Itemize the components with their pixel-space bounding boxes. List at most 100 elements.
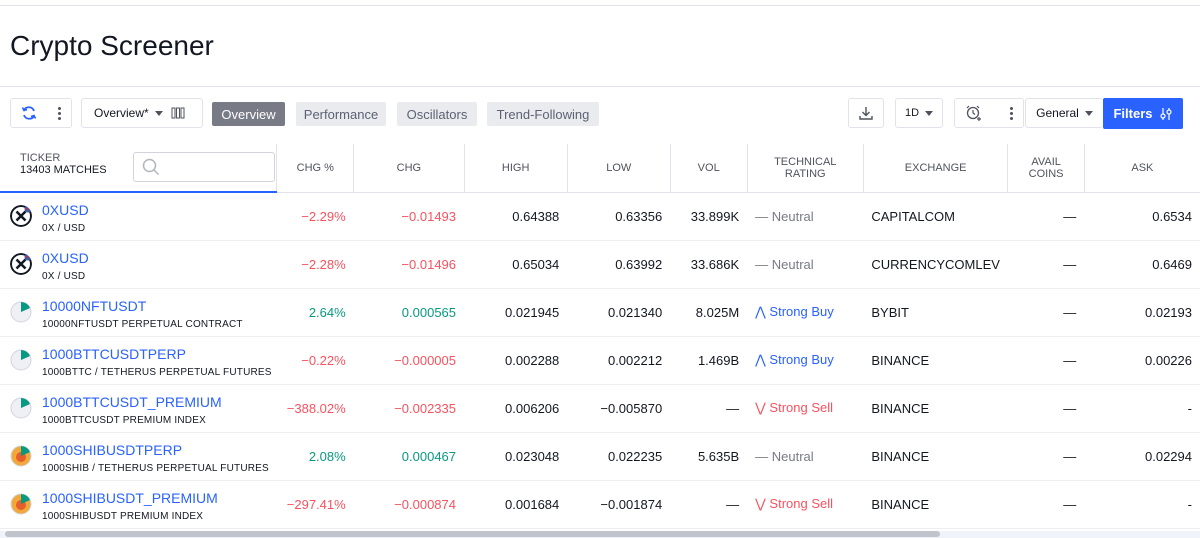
tab-trend-following[interactable]: Trend-Following: [487, 102, 599, 126]
ask-cell: -: [1084, 384, 1200, 433]
vol-column-header[interactable]: VOL: [669, 144, 748, 193]
chg-cell: 0.000565: [353, 288, 465, 337]
interval-label: 1D: [904, 107, 920, 119]
more-menu-icon[interactable]: [1010, 106, 1013, 120]
chevron-down-icon: [154, 110, 163, 116]
perpetual-coin-logo-icon: [10, 397, 32, 418]
chg-pct-cell: 2.64%: [276, 288, 354, 337]
download-button[interactable]: [848, 98, 884, 128]
chg-column-header[interactable]: CHG: [353, 144, 465, 193]
chg-cell: −0.01493: [353, 192, 465, 241]
ticker-cell: 0XUSD 0X / USD: [0, 192, 277, 241]
chevron-down-icon: [925, 110, 934, 116]
more-menu-icon[interactable]: [58, 106, 61, 120]
low-cell: 0.63356: [567, 192, 671, 241]
ask-cell: 0.00226: [1084, 336, 1200, 385]
rating-cell: ⋀ Strong Buy: [747, 288, 864, 337]
low-cell: −0.005870: [567, 384, 671, 433]
download-icon: [859, 107, 873, 120]
low-column-header[interactable]: LOW: [566, 144, 671, 193]
rating-cell: ⋀ Strong Buy: [747, 336, 864, 385]
shiba-coin-logo-icon: [10, 493, 32, 514]
ticker-symbol[interactable]: 1000BTTCUSDTPERP: [42, 345, 186, 362]
low-cell: −0.001874: [567, 480, 671, 529]
ticker-symbol[interactable]: 1000SHIBUSDT_PREMIUM: [42, 489, 218, 506]
column-set-label: Overview*: [94, 106, 149, 120]
screener-table: TICKER 13403 MATCHES CHG % CHG HIGH LOW …: [0, 144, 1200, 529]
table-row[interactable]: 1000SHIBUSDTPERP 1000SHIB / TETHERUS PER…: [0, 432, 1200, 481]
exchange-cell: BINANCE: [863, 432, 1008, 481]
header-divider: [0, 86, 1200, 87]
scrollbar-thumb[interactable]: [5, 531, 940, 537]
perpetual-coin-logo-icon: [10, 301, 32, 322]
vol-cell: —: [670, 384, 748, 433]
ask-cell: 0.02294: [1084, 432, 1200, 481]
table-row[interactable]: 1000SHIBUSDT_PREMIUM 1000SHIBUSDT PREMIU…: [0, 480, 1200, 529]
tab-overview[interactable]: Overview: [212, 102, 285, 126]
table-row[interactable]: 1000BTTCUSDT_PREMIUM 1000BTTCUSDT PREMIU…: [0, 384, 1200, 433]
ask-column-header[interactable]: ASK: [1083, 144, 1200, 193]
search-input[interactable]: [133, 152, 275, 182]
filters-button[interactable]: Filters: [1103, 98, 1183, 129]
table-row[interactable]: 0XUSD 0X / USD −2.29% −0.01493 0.64388 0…: [0, 192, 1200, 241]
coins-cell: —: [1007, 192, 1085, 241]
chg-pct-cell: −297.41%: [276, 480, 354, 529]
chg-pct-cell: −388.02%: [276, 384, 354, 433]
vol-cell: 33.899K: [670, 192, 748, 241]
exchange-cell: CAPITALCOM: [863, 192, 1008, 241]
tab-performance[interactable]: Performance: [296, 102, 386, 126]
category-select[interactable]: General: [1025, 98, 1103, 128]
ticker-description: 0X / USD: [42, 270, 86, 282]
chg-pct-cell: −2.29%: [276, 192, 354, 241]
ticker-column-header[interactable]: TICKER 13403 MATCHES: [0, 144, 277, 193]
table-row[interactable]: 0XUSD 0X / USD −2.28% −0.01496 0.65034 0…: [0, 240, 1200, 289]
ticker-symbol[interactable]: 1000SHIBUSDTPERP: [42, 441, 183, 458]
table-row[interactable]: 10000NFTUSDT 10000NFTUSDT PERPETUAL CONT…: [0, 288, 1200, 337]
coins-column-header[interactable]: AVAIL COINS: [1007, 144, 1085, 193]
high-cell: 0.64388: [464, 192, 568, 241]
ticker-cell: 10000NFTUSDT 10000NFTUSDT PERPETUAL CONT…: [0, 288, 277, 337]
exchange-column-header[interactable]: EXCHANGE: [862, 144, 1008, 193]
interval-select[interactable]: 1D: [895, 98, 943, 128]
column-set-select[interactable]: Overview*: [81, 98, 203, 128]
columns-icon[interactable]: [171, 106, 185, 120]
tab-oscillators[interactable]: Oscillators: [397, 102, 477, 126]
exchange-cell: BINANCE: [863, 384, 1008, 433]
matches-count: 13403 MATCHES: [20, 164, 107, 176]
high-cell: 0.002288: [464, 336, 568, 385]
ticker-symbol[interactable]: 1000BTTCUSDT_PREMIUM: [42, 393, 222, 410]
chg-pct-cell: −2.28%: [276, 240, 354, 289]
vol-cell: 8.025M: [670, 288, 748, 337]
coins-header-line2: COINS: [1028, 167, 1064, 180]
table-row[interactable]: 1000BTTCUSDTPERP 1000BTTC / TETHERUS PER…: [0, 336, 1200, 385]
exchange-cell: BYBIT: [863, 288, 1008, 337]
ticker-description: 1000SHIBUSDT PREMIUM INDEX: [42, 510, 204, 522]
rating-cell: — Neutral: [747, 240, 864, 289]
coins-cell: —: [1007, 336, 1085, 385]
ask-cell: -: [1084, 480, 1200, 529]
chg-cell: −0.000874: [353, 480, 465, 529]
exchange-cell: BINANCE: [863, 480, 1008, 529]
rating-header-line1: TECHNICAL: [774, 155, 837, 168]
high-cell: 0.006206: [464, 384, 568, 433]
top-divider: [0, 5, 1200, 6]
chg-cell: −0.002335: [353, 384, 465, 433]
ticker-symbol[interactable]: 10000NFTUSDT: [42, 297, 147, 314]
ticker-symbol[interactable]: 0XUSD: [42, 249, 89, 266]
high-column-header[interactable]: HIGH: [463, 144, 568, 193]
table-header-row: TICKER 13403 MATCHES CHG % CHG HIGH LOW …: [0, 144, 1200, 193]
high-cell: 0.001684: [464, 480, 568, 529]
ticker-symbol[interactable]: 0XUSD: [42, 202, 89, 218]
alarm-clock-icon[interactable]: [965, 104, 983, 122]
refresh-icon[interactable]: [21, 105, 37, 121]
vol-cell: 5.635B: [670, 432, 748, 481]
exchange-cell: BINANCE: [863, 336, 1008, 385]
rating-column-header[interactable]: TECHNICAL RATING: [746, 144, 864, 193]
filters-label: Filters: [1113, 106, 1153, 121]
alert-group: [954, 98, 1024, 128]
filter-sliders-icon: [1159, 107, 1172, 120]
ticker-cell: 0XUSD 0X / USD: [0, 240, 277, 289]
chg-pct-column-header[interactable]: CHG %: [276, 144, 354, 193]
coins-cell: —: [1007, 240, 1085, 289]
high-cell: 0.65034: [464, 240, 568, 289]
